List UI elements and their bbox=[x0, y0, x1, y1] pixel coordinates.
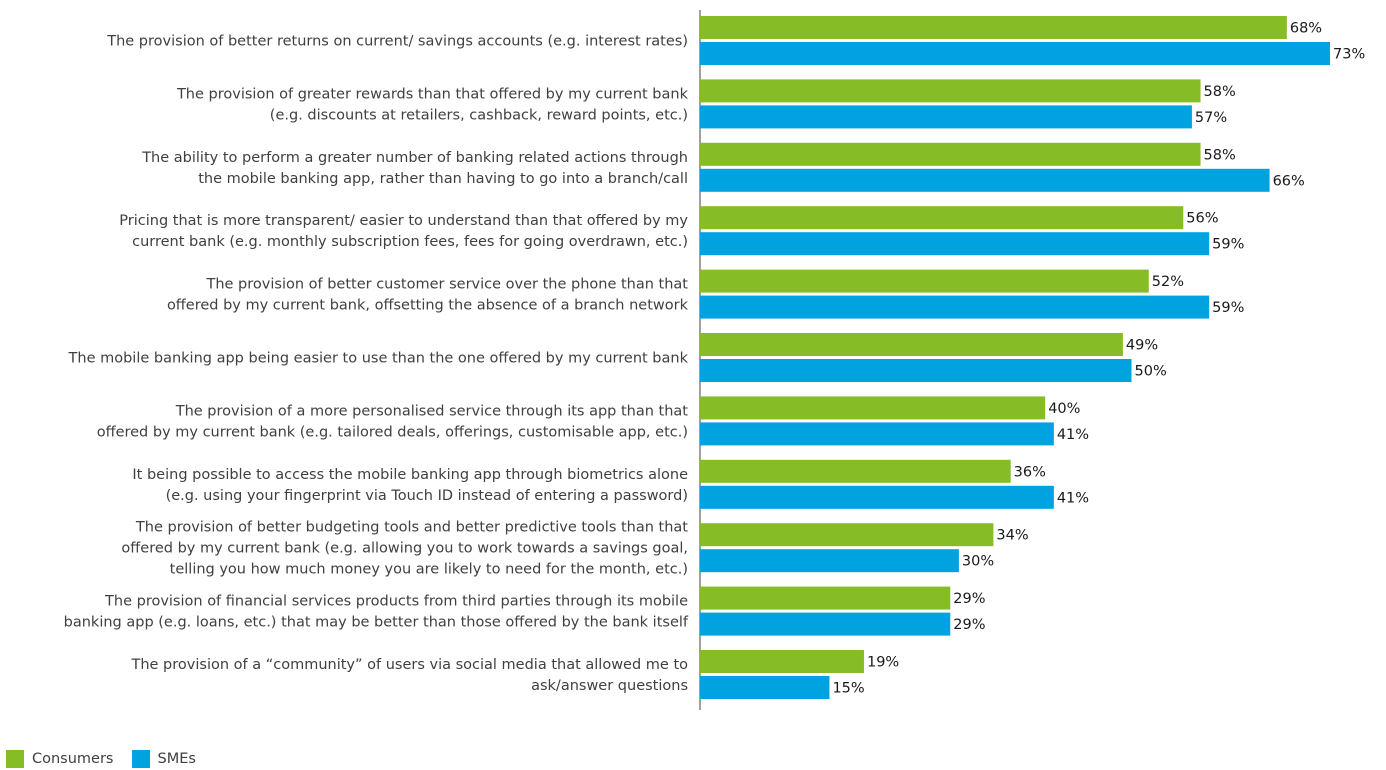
data-label: 29% bbox=[953, 591, 985, 607]
category-label: The ability to perform a greater number … bbox=[141, 150, 688, 166]
data-label: 49% bbox=[1126, 338, 1158, 354]
category-label: The provision of better customer service… bbox=[205, 277, 688, 293]
bar-consumers bbox=[700, 523, 994, 547]
category-label: The provision of a more personalised ser… bbox=[175, 403, 689, 419]
data-label: 58% bbox=[1204, 147, 1236, 163]
data-label: 56% bbox=[1186, 211, 1218, 227]
category-label: offered by my current bank (e.g. tailore… bbox=[97, 424, 688, 440]
data-label: 30% bbox=[962, 554, 994, 570]
category-label: The mobile banking app being easier to u… bbox=[68, 351, 689, 367]
data-label: 15% bbox=[832, 681, 864, 697]
category-label: the mobile banking app, rather than havi… bbox=[198, 171, 688, 187]
data-label: 36% bbox=[1014, 464, 1046, 480]
bar-consumers bbox=[700, 650, 864, 673]
category-label: The provision of greater rewards than th… bbox=[176, 86, 689, 102]
category-label: The provision of a “community” of users … bbox=[130, 657, 688, 673]
bar-smes bbox=[700, 549, 959, 573]
bar-consumers bbox=[700, 586, 951, 610]
category-label: current bank (e.g. monthly subscription … bbox=[132, 234, 688, 250]
category-label: telling you how much money you are likel… bbox=[170, 562, 688, 578]
bar-smes bbox=[700, 359, 1132, 382]
data-label: 52% bbox=[1152, 274, 1184, 290]
data-label: 68% bbox=[1290, 21, 1322, 37]
data-label: 58% bbox=[1204, 84, 1236, 100]
data-label: 59% bbox=[1212, 237, 1244, 253]
legend-item-consumers: Consumers bbox=[6, 750, 114, 768]
bar-consumers bbox=[700, 16, 1287, 39]
bar-consumers bbox=[700, 269, 1149, 293]
bar-consumers bbox=[700, 79, 1201, 103]
legend-swatch-consumers bbox=[6, 750, 24, 768]
bar-smes bbox=[700, 422, 1054, 446]
data-label: 59% bbox=[1212, 300, 1244, 316]
data-label: 19% bbox=[867, 655, 899, 671]
data-label: 57% bbox=[1195, 110, 1227, 126]
category-label: offered by my current bank, offsetting t… bbox=[167, 298, 689, 314]
category-label: Pricing that is more transparent/ easier… bbox=[119, 213, 688, 229]
category-label: It being possible to access the mobile b… bbox=[132, 467, 688, 483]
category-label: The provision of better budgeting tools … bbox=[135, 520, 688, 536]
bar-smes bbox=[700, 676, 830, 699]
bar-smes bbox=[700, 295, 1210, 319]
bar-smes bbox=[700, 105, 1192, 129]
bar-consumers bbox=[700, 142, 1201, 166]
data-label: 41% bbox=[1057, 427, 1089, 443]
legend-item-smes: SMEs bbox=[131, 750, 196, 768]
bar-consumers bbox=[700, 396, 1046, 420]
category-label: ask/answer questions bbox=[531, 678, 688, 694]
bar-consumers bbox=[700, 459, 1011, 483]
data-label: 29% bbox=[953, 617, 985, 633]
category-label: banking app (e.g. loans, etc.) that may … bbox=[64, 615, 689, 631]
data-label: 50% bbox=[1135, 364, 1167, 380]
category-label: offered by my current bank (e.g. allowin… bbox=[121, 541, 688, 557]
bar-smes bbox=[700, 168, 1270, 192]
legend: Consumers SMEs bbox=[6, 750, 214, 768]
bar-consumers bbox=[700, 333, 1123, 356]
bar-smes bbox=[700, 612, 951, 636]
data-label: 34% bbox=[996, 528, 1028, 544]
data-label: 40% bbox=[1048, 401, 1080, 417]
bar-consumers bbox=[700, 206, 1184, 230]
bar-smes bbox=[700, 485, 1054, 509]
category-label: The provision of better returns on curre… bbox=[106, 34, 688, 50]
data-label: 73% bbox=[1333, 47, 1365, 63]
bar-smes bbox=[700, 42, 1330, 65]
data-label: 66% bbox=[1273, 173, 1305, 189]
category-label: (e.g. using your fingerprint via Touch I… bbox=[166, 488, 688, 504]
bar-chart: The provision of better returns on curre… bbox=[64, 10, 1365, 710]
legend-label-consumers: Consumers bbox=[32, 751, 114, 767]
bar-smes bbox=[700, 232, 1210, 256]
category-label: (e.g. discounts at retailers, cashback, … bbox=[270, 107, 688, 123]
legend-label-smes: SMEs bbox=[157, 751, 196, 767]
data-label: 41% bbox=[1057, 490, 1089, 506]
category-label: The provision of financial services prod… bbox=[104, 594, 688, 610]
legend-swatch-smes bbox=[131, 750, 150, 768]
